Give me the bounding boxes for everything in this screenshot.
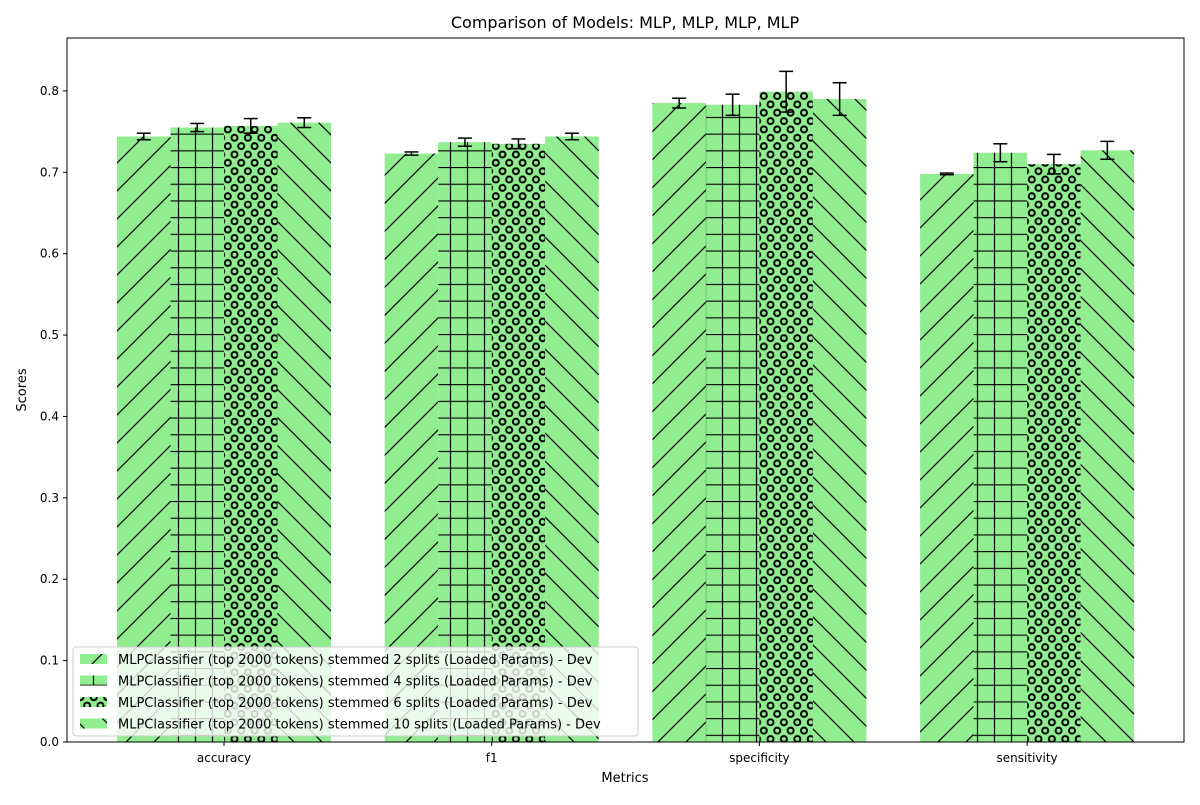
- bar: [973, 152, 1028, 742]
- x-tick-label: f1: [486, 751, 498, 765]
- plot-frame: [66, 37, 1185, 743]
- y-tick-label: 0.0: [40, 735, 59, 749]
- y-tick-label: 0.2: [40, 572, 59, 586]
- legend-label: MLPClassifier (top 2000 tokens) stemmed …: [118, 718, 601, 733]
- x-tick-label: accuracy: [197, 751, 251, 765]
- bar: [277, 122, 331, 743]
- y-axis-label: Scores: [15, 368, 30, 411]
- y-tick-label: 0.4: [40, 409, 59, 423]
- legend-swatch: [80, 697, 107, 707]
- legend-label: MLPClassifier (top 2000 tokens) stemmed …: [118, 696, 593, 711]
- bar: [1027, 164, 1081, 743]
- x-axis: accuracy f1 specificity sensitivity: [197, 742, 1058, 765]
- legend-swatch: [80, 654, 107, 664]
- bar: [491, 143, 546, 742]
- bar: [1080, 150, 1135, 742]
- y-tick-label: 0.7: [40, 165, 59, 179]
- plot-area: [117, 70, 1135, 743]
- bar: [920, 173, 974, 743]
- bar: [812, 99, 867, 742]
- y-tick-label: 0.6: [40, 247, 59, 261]
- y-tick-label: 0.5: [40, 328, 59, 342]
- x-axis-label: Metrics: [601, 771, 648, 786]
- y-tick-label: 0.3: [40, 491, 59, 505]
- legend-swatch: [80, 718, 107, 729]
- y-tick-label: 0.1: [40, 654, 59, 668]
- legend-label: MLPClassifier (top 2000 tokens) stemmed …: [118, 675, 593, 690]
- y-axis: 0.0 0.1 0.2 0.3 0.4 0.5 0.6 0.7 0.8: [40, 84, 67, 749]
- legend-box: [72, 646, 639, 737]
- bar: [117, 136, 171, 742]
- x-tick-label: specificity: [729, 751, 789, 765]
- bar: [652, 103, 706, 743]
- chart-title: Comparison of Models: MLP, MLP, MLP, MLP: [451, 13, 800, 32]
- bar: [170, 127, 224, 743]
- bar: [545, 136, 599, 742]
- legend-swatch: [80, 675, 107, 686]
- bar: [384, 153, 439, 742]
- bar: [438, 142, 492, 742]
- bar: [705, 104, 760, 743]
- bar: [759, 91, 813, 743]
- y-tick-label: 0.8: [40, 84, 59, 98]
- x-tick-label: sensitivity: [997, 751, 1058, 765]
- bar: [224, 125, 278, 743]
- legend: MLPClassifier (top 2000 tokens) stemmed …: [72, 646, 639, 737]
- legend-label: MLPClassifier (top 2000 tokens) stemmed …: [118, 653, 593, 668]
